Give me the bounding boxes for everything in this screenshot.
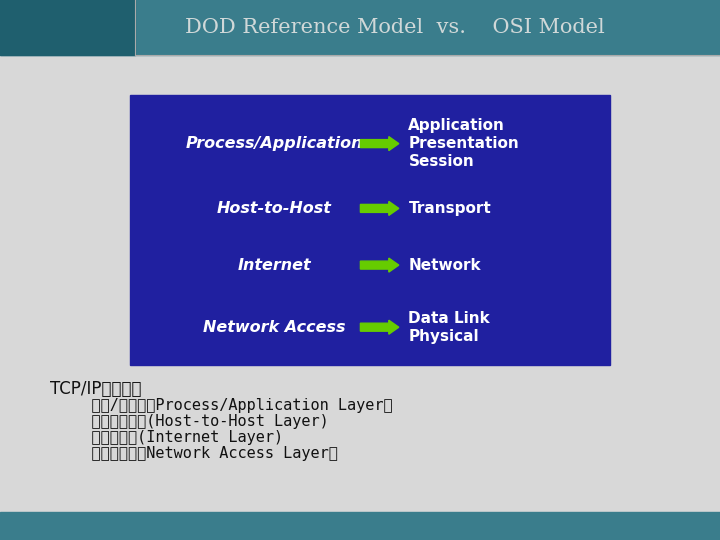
Bar xyxy=(0,0,135,55)
Text: DOD Reference Model  vs.    OSI Model: DOD Reference Model vs. OSI Model xyxy=(185,18,605,37)
Text: 網際網路層(Internet Layer): 網際網路層(Internet Layer) xyxy=(55,430,283,445)
FancyArrow shape xyxy=(361,320,399,334)
Text: Transport: Transport xyxy=(408,201,491,216)
Bar xyxy=(0,512,720,540)
FancyArrow shape xyxy=(361,201,399,215)
Text: TCP/IP四層模型: TCP/IP四層模型 xyxy=(50,380,142,398)
Text: Network Access: Network Access xyxy=(203,320,346,335)
Text: 程序/應用層（Process/Application Layer）: 程序/應用層（Process/Application Layer） xyxy=(55,398,392,413)
Text: 主機對主機層(Host-to-Host Layer): 主機對主機層(Host-to-Host Layer) xyxy=(55,414,329,429)
Text: Process/Application: Process/Application xyxy=(185,136,363,151)
Bar xyxy=(0,0,720,55)
Text: Application
Presentation
Session: Application Presentation Session xyxy=(408,118,519,169)
Text: Network: Network xyxy=(408,258,481,273)
Text: Data Link
Physical: Data Link Physical xyxy=(408,310,490,343)
Text: 網路存取層（Network Access Layer）: 網路存取層（Network Access Layer） xyxy=(55,446,338,461)
Bar xyxy=(130,95,610,365)
Text: Internet: Internet xyxy=(237,258,311,273)
FancyArrow shape xyxy=(361,258,399,272)
Text: Host-to-Host: Host-to-Host xyxy=(217,201,331,216)
FancyArrow shape xyxy=(361,137,399,151)
